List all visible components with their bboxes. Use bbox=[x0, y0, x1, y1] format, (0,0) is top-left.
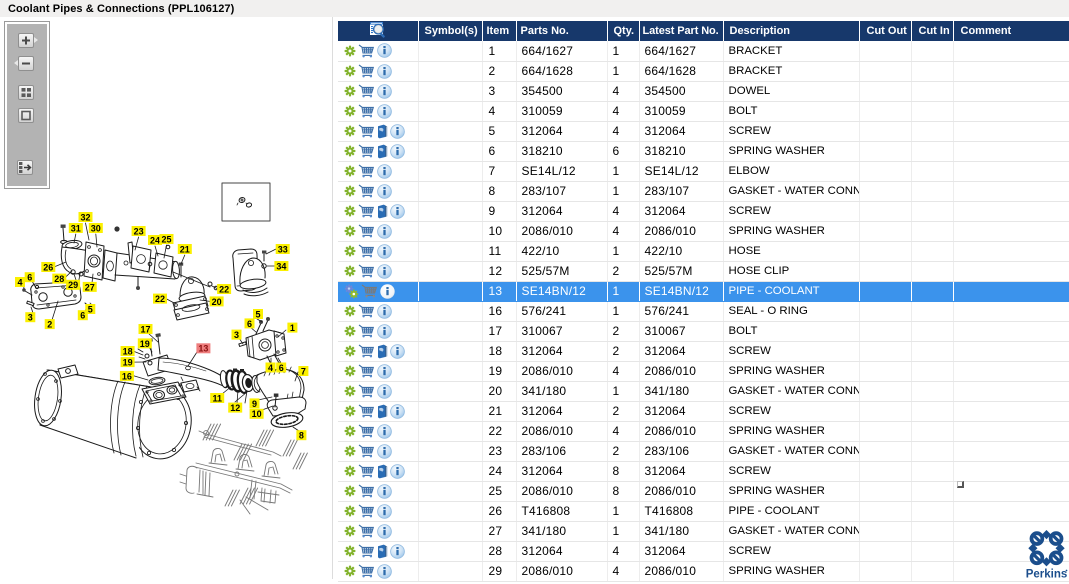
svg-text:19: 19 bbox=[123, 358, 133, 368]
svg-text:17: 17 bbox=[140, 324, 150, 334]
svg-text:1: 1 bbox=[290, 323, 295, 333]
svg-text:25: 25 bbox=[161, 234, 171, 244]
svg-text:4: 4 bbox=[268, 363, 273, 373]
svg-text:27: 27 bbox=[85, 282, 95, 292]
svg-text:6: 6 bbox=[279, 363, 284, 373]
svg-text:6: 6 bbox=[27, 273, 32, 283]
svg-text:28: 28 bbox=[54, 274, 64, 284]
svg-text:19: 19 bbox=[140, 339, 150, 349]
svg-text:22: 22 bbox=[155, 294, 165, 304]
svg-text:6: 6 bbox=[247, 319, 252, 329]
svg-text:2: 2 bbox=[47, 320, 52, 330]
svg-text:5: 5 bbox=[88, 304, 93, 314]
svg-text:31: 31 bbox=[71, 223, 81, 233]
svg-text:32: 32 bbox=[80, 212, 90, 222]
svg-text:8: 8 bbox=[299, 431, 304, 441]
svg-text:3: 3 bbox=[28, 313, 33, 323]
svg-text:24: 24 bbox=[150, 235, 160, 245]
svg-text:4: 4 bbox=[17, 277, 22, 287]
svg-text:10: 10 bbox=[252, 409, 262, 419]
svg-text:23: 23 bbox=[134, 226, 144, 236]
svg-text:5: 5 bbox=[255, 309, 260, 319]
svg-text:3: 3 bbox=[234, 330, 239, 340]
svg-text:13: 13 bbox=[198, 344, 208, 354]
svg-text:12: 12 bbox=[230, 403, 240, 413]
svg-text:11: 11 bbox=[212, 393, 222, 403]
svg-text:6: 6 bbox=[80, 311, 85, 321]
svg-text:18: 18 bbox=[123, 346, 133, 356]
svg-text:33: 33 bbox=[278, 244, 288, 254]
svg-text:21: 21 bbox=[180, 244, 190, 254]
svg-text:30: 30 bbox=[91, 223, 101, 233]
svg-text:34: 34 bbox=[276, 261, 286, 271]
svg-text:16: 16 bbox=[122, 371, 132, 381]
svg-text:22: 22 bbox=[219, 284, 229, 294]
svg-text:26: 26 bbox=[43, 262, 53, 272]
svg-text:Perkins: Perkins bbox=[1026, 569, 1067, 579]
svg-text:7: 7 bbox=[301, 366, 306, 376]
svg-text:29: 29 bbox=[68, 280, 78, 290]
svg-text:9: 9 bbox=[252, 399, 257, 409]
svg-text:20: 20 bbox=[212, 297, 222, 307]
